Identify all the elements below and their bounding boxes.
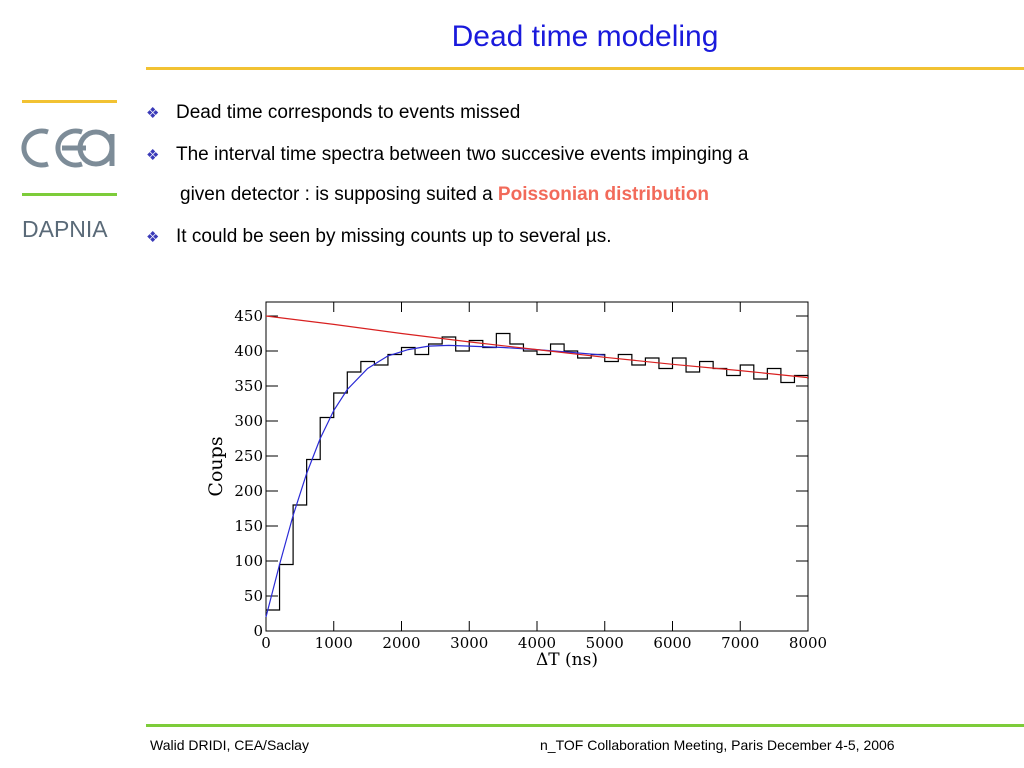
y-tick-label: 300 (234, 412, 263, 430)
y-tick-label: 450 (234, 307, 263, 325)
y-tick-label: 100 (234, 552, 263, 570)
footer-author: Walid DRIDI, CEA/Saclay (150, 737, 309, 753)
x-tick-label: 4000 (518, 634, 556, 652)
bullet-text: It could be seen by missing counts up to… (176, 226, 612, 247)
histogram-series (266, 332, 809, 611)
diamond-flower-icon: ❖ (146, 229, 160, 246)
x-tick-label: 0 (261, 634, 271, 652)
y-tick-label: 200 (234, 482, 263, 500)
bullet-text: The interval time spectra between two su… (176, 144, 749, 165)
bullet-text: Dead time corresponds to events missed (176, 102, 521, 123)
footer-meeting: n_TOF Collaboration Meeting, Paris Decem… (540, 737, 895, 753)
logo-top-bar (22, 100, 117, 103)
cea-logo (21, 128, 115, 168)
y-tick-label: 150 (234, 517, 263, 535)
slide-title: Dead time modeling (451, 20, 719, 53)
x-tick-label: 3000 (450, 634, 488, 652)
y-tick-label: 400 (234, 342, 263, 360)
diamond-flower-icon: ❖ (146, 147, 160, 164)
y-tick-label: 250 (234, 447, 263, 465)
y-tick-label: 50 (244, 587, 263, 605)
x-tick-label: 1000 (315, 634, 353, 652)
y-tick-label: 350 (234, 377, 263, 395)
diamond-flower-icon: ❖ (146, 105, 160, 122)
bullet-text: given detector : is supposing suited a (180, 184, 498, 205)
logo-bottom-bar (22, 193, 117, 196)
x-tick-label: 2000 (382, 634, 420, 652)
footer-divider (146, 724, 1024, 727)
bullet-highlight: Poissonian distribution (497, 184, 710, 205)
y-tick-label: 0 (253, 622, 263, 640)
x-tick-label: 7000 (721, 634, 759, 652)
fit-curve (265, 315, 809, 379)
fit-curve (265, 344, 605, 618)
dead-time-chart: 0 1000 2000 3000 4000 5000 6000 7000 8000 0 50 100 1… (205, 301, 827, 670)
x-tick-label: 6000 (653, 634, 691, 652)
bullet-item: ❖ Dead time corresponds to events missed (146, 102, 520, 124)
bullet-item: ❖ It could be seen by missing counts up t… (146, 226, 612, 248)
x-tick-label: 8000 (789, 634, 827, 652)
y-axis-label: Coups (205, 436, 227, 496)
title-divider (146, 67, 1024, 70)
bullet-continuation: given detector : is supposing suited a P… (180, 184, 709, 206)
x-axis-label: ΔT (ns) (536, 650, 598, 670)
bullet-item: ❖ The interval time spectra between two s… (146, 144, 748, 166)
dapnia-label: DAPNIA (22, 216, 108, 242)
x-tick-label: 5000 (586, 634, 624, 652)
